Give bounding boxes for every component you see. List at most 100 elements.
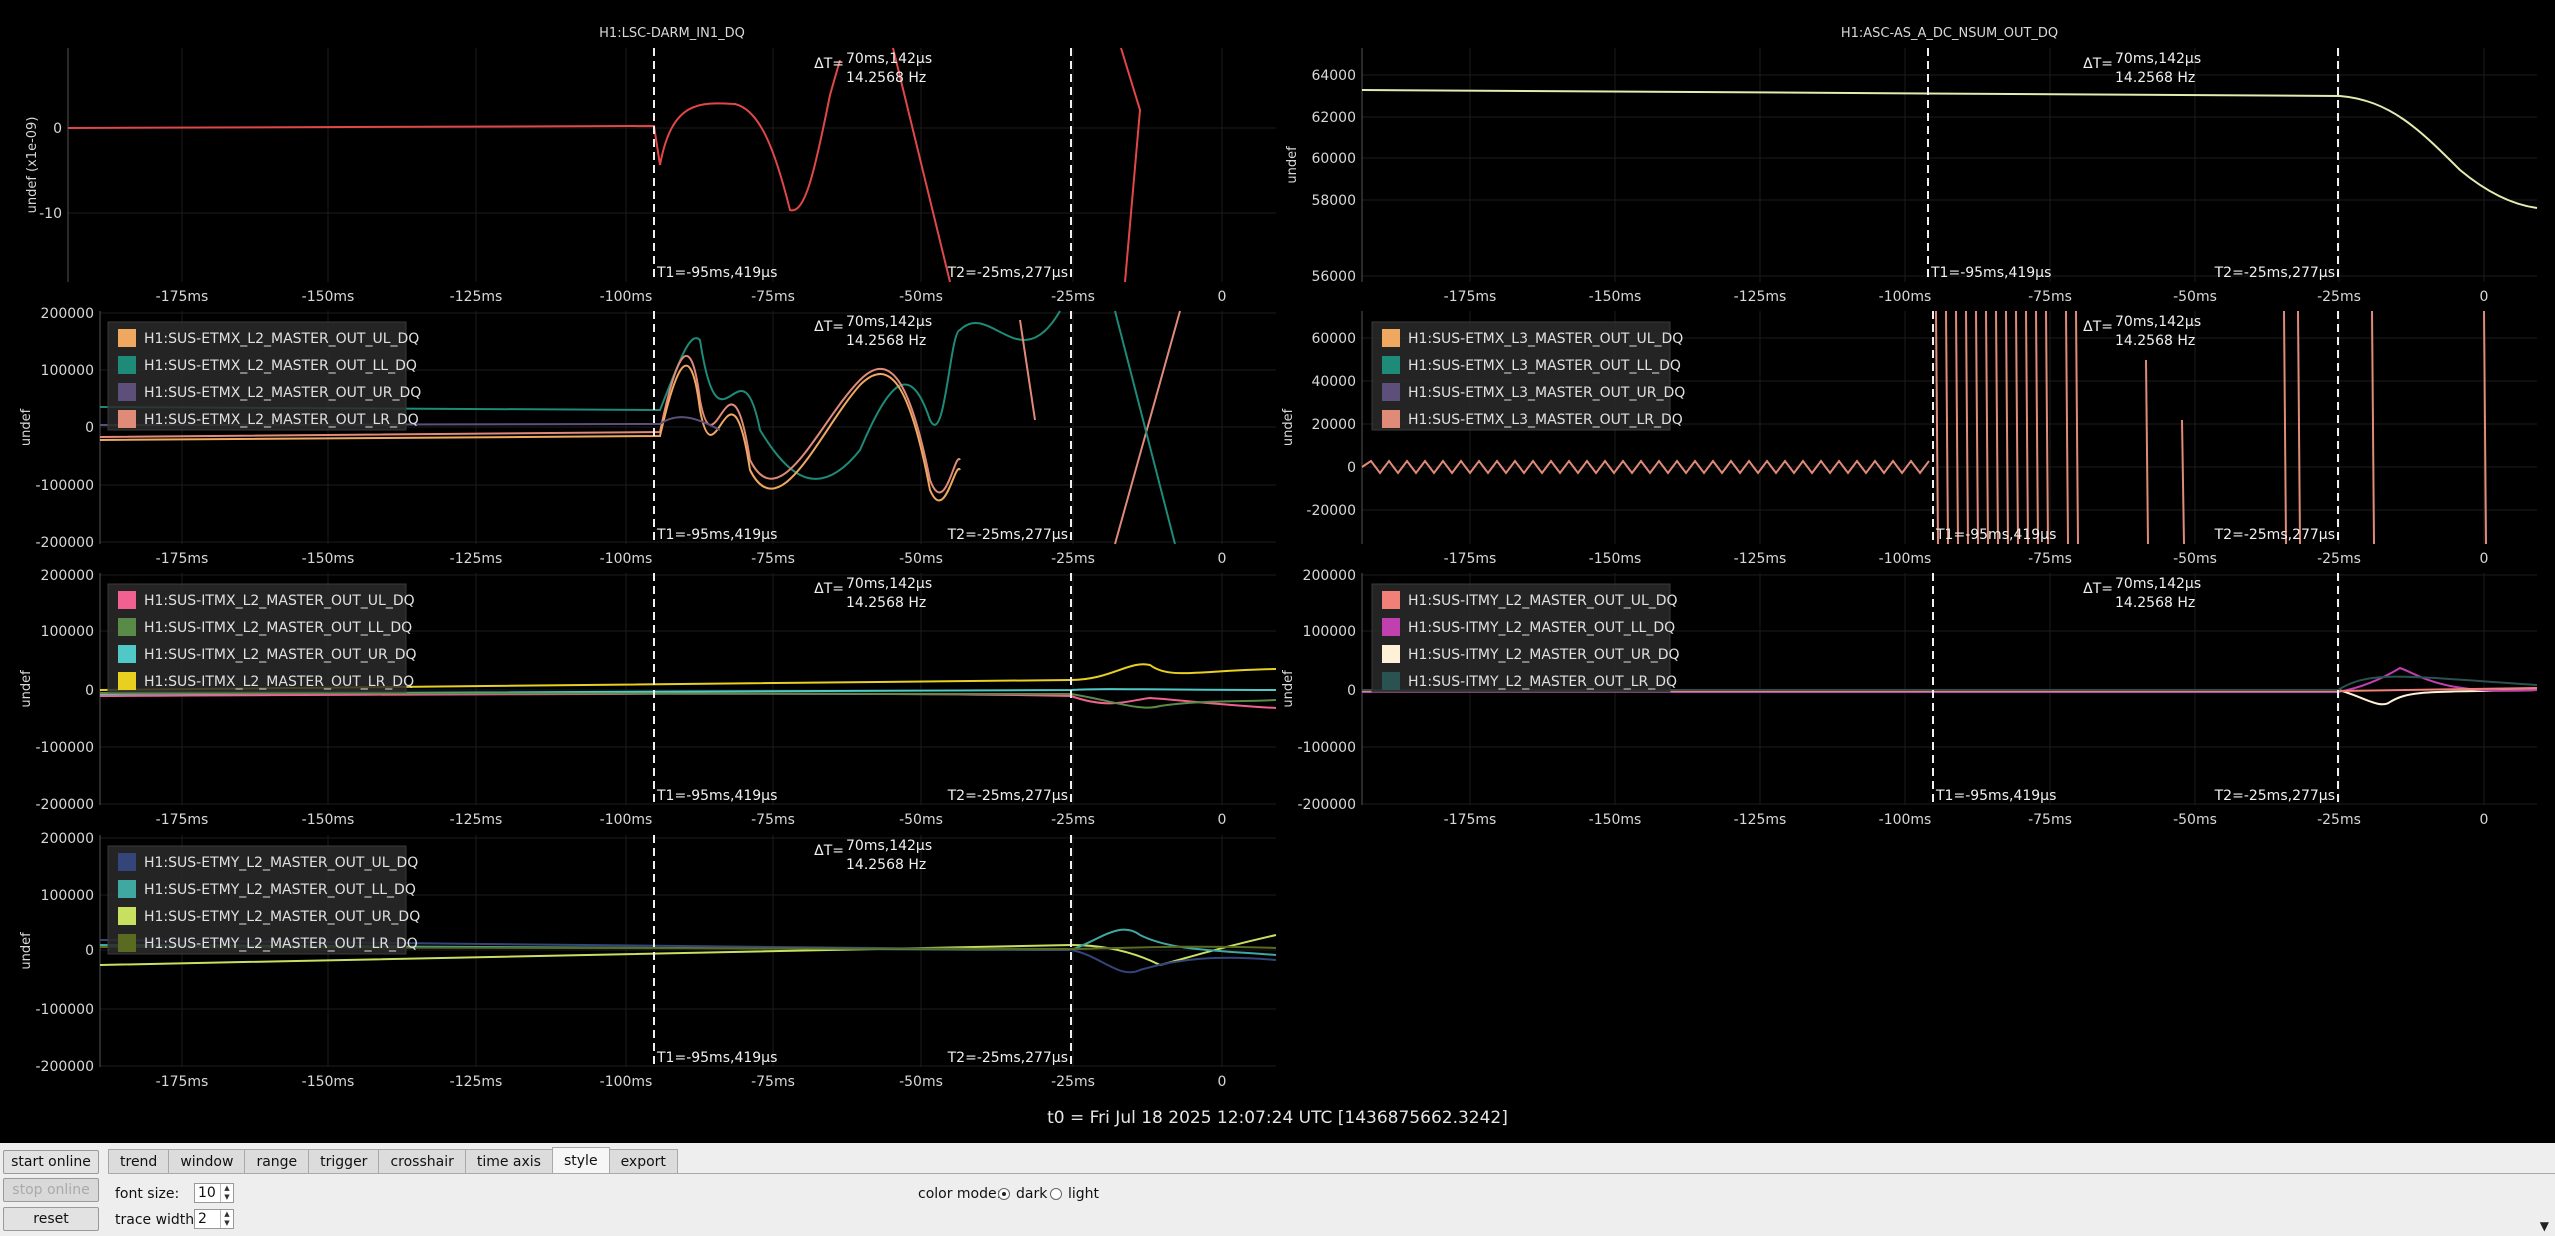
legend-swatch <box>1382 672 1400 690</box>
legend-entry: H1:SUS-ETMY_L2_MASTER_OUT_UL_DQ <box>144 855 418 871</box>
tab-export[interactable]: export <box>608 1149 678 1173</box>
legend-swatch <box>118 618 136 636</box>
y-axis-label: undef <box>1281 670 1296 708</box>
trace-width-spinbox[interactable]: 2 ▲ ▼ <box>194 1209 234 1229</box>
legend-entry: H1:SUS-ETMY_L2_MASTER_OUT_LL_DQ <box>144 882 416 898</box>
tab-trend[interactable]: trend <box>108 1149 170 1173</box>
y-tick-label: -100000 <box>1298 740 1357 756</box>
x-tick-label: -125ms <box>450 1074 503 1090</box>
tab-range[interactable]: range <box>244 1149 310 1173</box>
x-tick-label: -75ms <box>2028 551 2072 567</box>
y-axis-label: undef <box>19 670 34 708</box>
plot-p6: undef 200000 100000 0 -100000 -200000 -175ms -1… <box>1281 568 2538 828</box>
y-tick-label: 200000 <box>41 831 94 847</box>
legend-entry: H1:SUS-ITMX_L2_MASTER_OUT_LL_DQ <box>144 620 412 636</box>
x-tick-label: -125ms <box>450 812 503 828</box>
x-tick-label: -175ms <box>156 1074 209 1090</box>
x-tick-label: 0 <box>2480 289 2489 305</box>
trace-line <box>1361 459 1930 475</box>
x-tick-label: 0 <box>1218 551 1227 567</box>
x-tick-label: -150ms <box>302 1074 355 1090</box>
legend-swatch <box>118 880 136 898</box>
trace-line <box>1361 89 2538 209</box>
legend-entry: H1:SUS-ITMX_L2_MASTER_OUT_UL_DQ <box>144 593 415 609</box>
x-tick-label: 0 <box>1218 1074 1227 1090</box>
legend-entry: H1:SUS-ETMX_L3_MASTER_OUT_UL_DQ <box>1408 331 1683 347</box>
delta-t-value: 70ms,142µs <box>2115 314 2201 330</box>
tab-crosshair[interactable]: crosshair <box>378 1149 466 1173</box>
legend-box <box>107 845 407 955</box>
x-tick-label: 0 <box>2480 551 2489 567</box>
font-size-spinbox[interactable]: 10 ▲ ▼ <box>194 1183 234 1203</box>
y-axis-label: undef (x1e-09) <box>25 117 40 214</box>
legend-swatch <box>1382 410 1400 428</box>
cursor-t1-label: T1=-95ms,419µs <box>656 265 777 281</box>
trace-line <box>99 692 1277 709</box>
delta-t-value: 70ms,142µs <box>846 576 932 592</box>
legend-swatch <box>118 383 136 401</box>
x-tick-label: -75ms <box>751 812 795 828</box>
x-tick-label: -25ms <box>1051 1074 1095 1090</box>
color-mode-dark-radio[interactable] <box>998 1188 1010 1200</box>
spin-arrows-icon[interactable]: ▲ ▼ <box>220 1210 233 1228</box>
legend-entry: H1:SUS-ITMY_L2_MASTER_OUT_UR_DQ <box>1408 647 1680 663</box>
y-tick-label: -200000 <box>36 1059 95 1075</box>
spin-arrows-icon[interactable]: ▲ ▼ <box>220 1184 233 1202</box>
x-tick-label: -100ms <box>600 551 653 567</box>
t0-timestamp: t0 = Fri Jul 18 2025 12:07:24 UTC [14368… <box>1047 1108 1508 1128</box>
legend-box <box>1371 583 1671 693</box>
legend-swatch <box>1382 645 1400 663</box>
reset-button[interactable]: reset <box>3 1207 99 1231</box>
plot-p4: undef 60000 40000 20000 0 -20000 -175ms -150ms -… <box>1281 310 2537 567</box>
delta-t-frequency: 14.2568 Hz <box>2115 595 2195 611</box>
legend-box <box>1371 321 1671 431</box>
cursor-t1-label: T1=-95ms,419µs <box>656 527 777 543</box>
y-axis-label: undef <box>19 408 34 446</box>
y-tick-label: 0 <box>1347 683 1356 699</box>
tab-divider <box>108 1173 2555 1174</box>
legend-swatch <box>118 645 136 663</box>
color-mode-light-radio[interactable] <box>1050 1188 1062 1200</box>
legend-entry: H1:SUS-ITMX_L2_MASTER_OUT_LR_DQ <box>144 674 414 690</box>
x-tick-label: -175ms <box>156 289 209 305</box>
tab-trigger[interactable]: trigger <box>308 1149 380 1173</box>
delta-t-frequency: 14.2568 Hz <box>846 333 926 349</box>
legend-swatch <box>118 907 136 925</box>
delta-t-value: 70ms,142µs <box>846 838 932 854</box>
delta-t-frequency: 14.2568 Hz <box>846 70 926 86</box>
start-online-button[interactable]: start online <box>3 1150 99 1174</box>
x-tick-label: -150ms <box>1589 551 1642 567</box>
tab-style[interactable]: style <box>551 1147 610 1173</box>
y-tick-label: -10 <box>39 206 62 222</box>
tab-window[interactable]: window <box>168 1149 246 1173</box>
color-mode-light-label: light <box>1068 1186 1100 1202</box>
scroll-down-icon[interactable]: ▼ <box>2539 1219 2549 1233</box>
cursor-t1-label: T1=-95ms,419µs <box>1930 265 2051 281</box>
y-tick-label: 100000 <box>41 624 94 640</box>
x-tick-label: -100ms <box>1879 551 1932 567</box>
cursor-t2-label: T2=-25ms,277µs <box>947 265 1068 281</box>
legend-entry: H1:SUS-ITMX_L2_MASTER_OUT_UR_DQ <box>144 647 417 663</box>
x-tick-label: -25ms <box>2317 289 2361 305</box>
legend-swatch <box>1382 356 1400 374</box>
legend-swatch <box>1382 591 1400 609</box>
cursor-t2-label: T2=-25ms,277µs <box>2214 527 2335 543</box>
tab-time-axis[interactable]: time axis <box>464 1149 553 1173</box>
stop-online-button[interactable]: stop online <box>3 1178 99 1202</box>
plot-title: H1:LSC-DARM_IN1_DQ <box>599 26 745 41</box>
y-tick-label: 60000 <box>1311 151 1356 167</box>
x-tick-label: -100ms <box>600 812 653 828</box>
legend-swatch <box>118 591 136 609</box>
legend-entry: H1:SUS-ETMX_L2_MASTER_OUT_LL_DQ <box>144 358 417 374</box>
legend-swatch <box>118 356 136 374</box>
cursor-t1-label: T1=-95ms,419µs <box>656 1050 777 1066</box>
x-tick-label: -175ms <box>156 551 209 567</box>
legend-entry: H1:SUS-ETMX_L2_MASTER_OUT_LR_DQ <box>144 412 419 428</box>
legend-swatch <box>118 672 136 690</box>
y-tick-label: 64000 <box>1311 68 1356 84</box>
trace-width-label: trace width: <box>115 1212 199 1228</box>
x-tick-label: -150ms <box>302 551 355 567</box>
plot-title: H1:ASC-AS_A_DC_NSUM_OUT_DQ <box>1841 26 2058 41</box>
